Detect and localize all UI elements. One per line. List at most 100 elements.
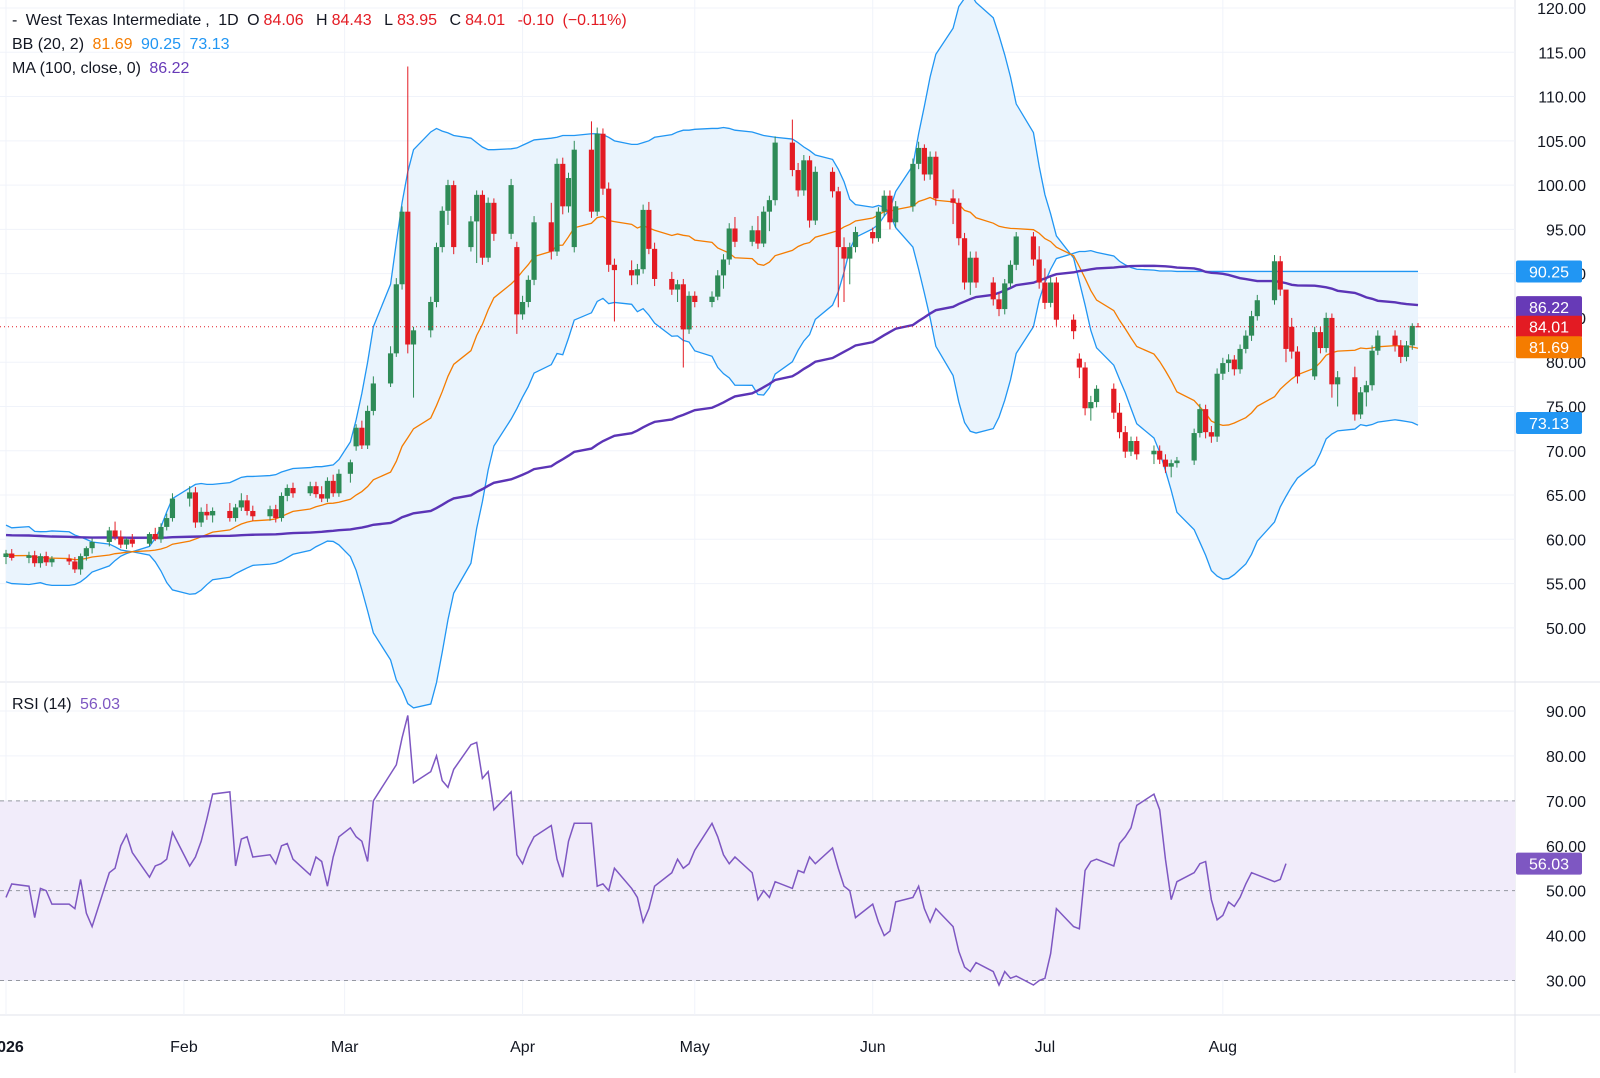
price-label: 86.22 (1516, 296, 1582, 319)
candle-body (336, 473, 342, 494)
candle-body (887, 195, 893, 223)
candle (238, 493, 244, 511)
candle-body (1231, 359, 1237, 370)
candle (1283, 289, 1289, 363)
candle (1122, 425, 1128, 458)
candle (1335, 371, 1341, 407)
candle-body (910, 163, 916, 207)
ohlc-low: L 83.95 (384, 12, 438, 29)
candle-body (164, 518, 170, 527)
price-label-box (1516, 412, 1582, 435)
candle (66, 554, 72, 565)
candle-body (1352, 377, 1358, 415)
candle-body (32, 555, 38, 564)
time-tick-label: Apr (510, 1039, 536, 1056)
candle-body (749, 230, 755, 242)
price-label-text: 81.69 (1529, 340, 1569, 357)
candle-body (525, 279, 531, 302)
price-label-text: 90.25 (1529, 264, 1569, 281)
candle (1415, 322, 1421, 328)
candle (519, 295, 526, 320)
candle (278, 492, 285, 522)
candle (1076, 353, 1082, 379)
candle-body (1088, 402, 1094, 409)
legend-ma: MA (100, close, 0) 86.22 (12, 60, 193, 78)
candle-body (405, 211, 411, 345)
candle (669, 271, 675, 295)
candle-body (1283, 289, 1289, 349)
candle-body (594, 133, 600, 212)
candle (560, 157, 566, 215)
candle (881, 190, 887, 217)
candle (405, 66, 411, 354)
candle-body (118, 536, 124, 545)
candle-body (629, 270, 635, 276)
candle-body (485, 202, 491, 258)
candle-body (399, 211, 405, 285)
candle-body (129, 539, 135, 544)
candle-body (284, 487, 290, 496)
candle (571, 140, 577, 253)
candle-body (89, 541, 95, 549)
rsi-label: RSI (14) (12, 696, 72, 713)
candle-body (1254, 300, 1260, 317)
candle (106, 526, 112, 547)
candle (1214, 368, 1220, 442)
candle-body (451, 185, 457, 248)
candle (755, 216, 761, 249)
candle-body (1248, 316, 1255, 336)
candle (198, 507, 204, 527)
candle (468, 216, 474, 252)
candle-body (1013, 236, 1019, 265)
rsi-band (0, 800, 1515, 981)
candle (1237, 344, 1243, 374)
candle (1369, 345, 1375, 391)
candle (1220, 357, 1226, 380)
candle-body (1312, 332, 1318, 377)
price-label-text: 73.13 (1529, 416, 1569, 433)
price-tick-label: 65.00 (1546, 488, 1586, 505)
price-tick-label: 115.00 (1538, 45, 1586, 62)
candle-body (519, 301, 526, 315)
candle-body (313, 486, 319, 495)
bb-lower-line (5, 0, 1419, 709)
candle-body (365, 410, 371, 446)
candle-body (439, 210, 445, 248)
candle (956, 198, 962, 246)
candle (32, 550, 38, 567)
candle (554, 158, 560, 256)
candle (1277, 255, 1283, 296)
candle (508, 178, 514, 240)
chart-title: West Texas Intermediate (25, 12, 202, 29)
candle (531, 216, 537, 286)
candle (806, 155, 813, 228)
candle-body (933, 156, 939, 199)
candle-body (1197, 409, 1203, 434)
candle-body (732, 228, 738, 242)
candle (1071, 314, 1077, 340)
candle-body (1030, 236, 1037, 260)
candle-body (158, 526, 164, 540)
rsi-tick-label: 70.00 (1546, 794, 1586, 811)
rsi-tick-label: 50.00 (1546, 884, 1586, 901)
candle-body (278, 495, 285, 519)
candle (123, 537, 130, 550)
candle-body (187, 492, 193, 499)
candle-body (479, 194, 486, 258)
price-tick-label: 100.00 (1537, 178, 1586, 195)
candle-body (169, 498, 176, 519)
candle (961, 232, 968, 290)
bb-upper-line (5, 126, 1418, 587)
candle (9, 549, 15, 561)
ohlc-high: H 84.43 (316, 12, 372, 29)
candle-body (674, 284, 681, 290)
candle-body (433, 247, 440, 302)
candle-body (841, 247, 847, 259)
candle (210, 507, 216, 523)
candle (1162, 454, 1169, 473)
rsi-tick-label: 90.00 (1546, 704, 1586, 721)
candle-body (772, 142, 778, 201)
ohlc-close: C 84.01 (449, 12, 506, 29)
candle-body (1151, 450, 1157, 455)
